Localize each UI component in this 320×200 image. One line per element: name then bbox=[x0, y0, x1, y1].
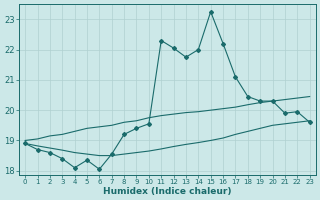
X-axis label: Humidex (Indice chaleur): Humidex (Indice chaleur) bbox=[103, 187, 232, 196]
